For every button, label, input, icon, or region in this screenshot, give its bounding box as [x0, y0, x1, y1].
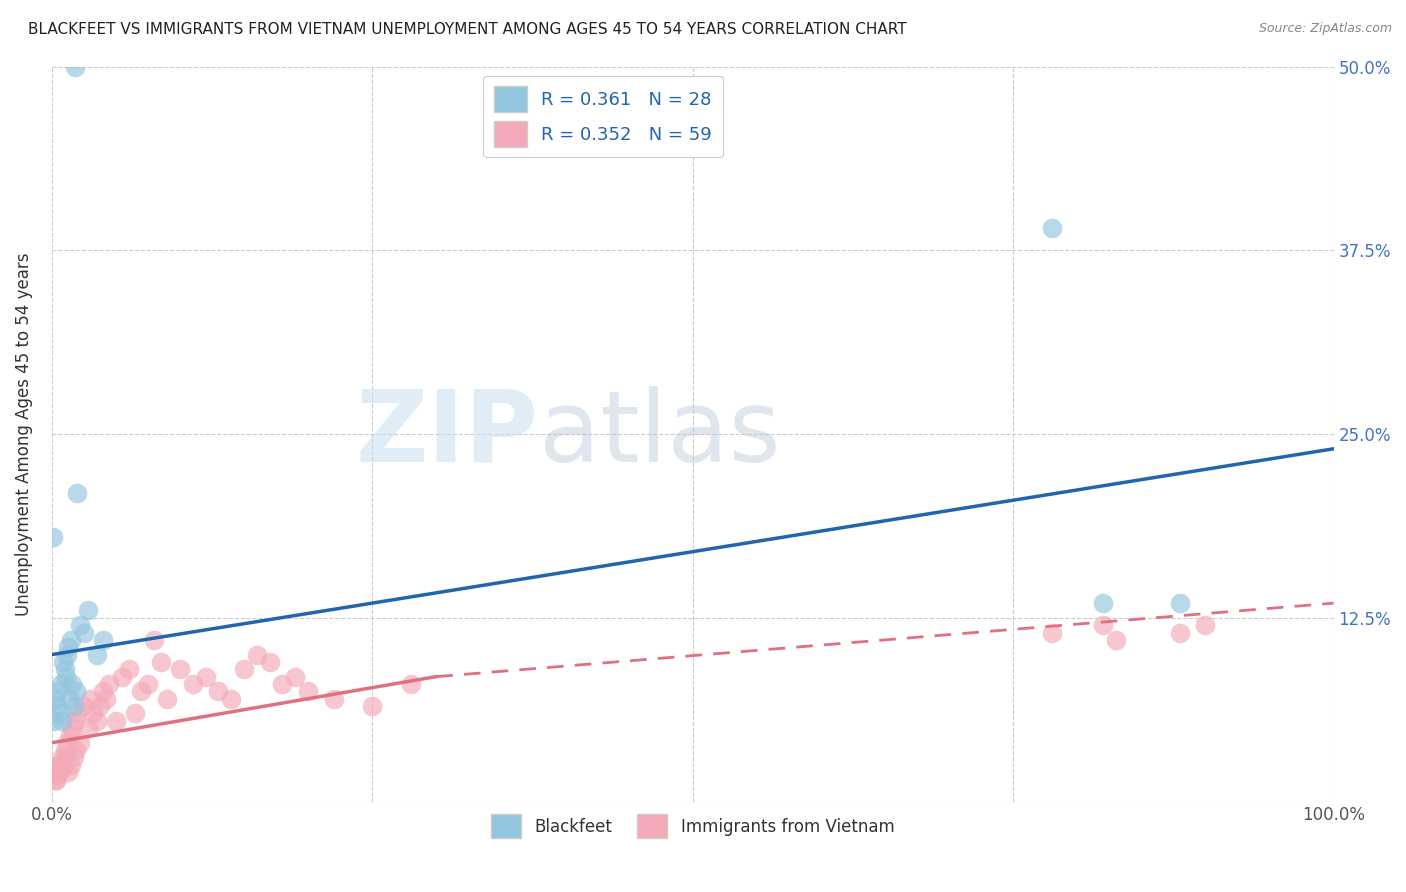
Point — [52, 655, 75, 669]
Point — [66, 486, 89, 500]
Text: Source: ZipAtlas.com: Source: ZipAtlas.com — [1258, 22, 1392, 36]
Point — [73, 699, 96, 714]
Point — [76, 721, 98, 735]
Point — [69, 736, 91, 750]
Point — [58, 640, 80, 655]
Point — [169, 662, 191, 676]
Point — [53, 662, 76, 676]
Point — [62, 750, 84, 764]
Point — [399, 677, 422, 691]
Point — [98, 677, 121, 691]
Point — [59, 632, 82, 647]
Point — [131, 684, 153, 698]
Point — [51, 750, 73, 764]
Point — [45, 691, 67, 706]
Point — [49, 762, 72, 776]
Point — [59, 728, 82, 742]
Point — [55, 670, 77, 684]
Text: BLACKFEET VS IMMIGRANTS FROM VIETNAM UNEMPLOYMENT AMONG AGES 45 TO 54 YEARS CORR: BLACKFEET VS IMMIGRANTS FROM VIETNAM UNE… — [28, 22, 907, 37]
Point — [46, 757, 69, 772]
Point — [66, 706, 89, 721]
Point — [322, 691, 344, 706]
Point — [45, 772, 67, 787]
Point — [86, 714, 108, 728]
Point — [42, 530, 65, 544]
Point — [111, 670, 134, 684]
Point — [82, 706, 104, 721]
Point — [76, 603, 98, 617]
Point — [94, 691, 117, 706]
Point — [246, 648, 269, 662]
Point — [59, 757, 82, 772]
Point — [1091, 596, 1114, 610]
Point — [60, 677, 83, 691]
Text: ZIP: ZIP — [356, 385, 538, 483]
Point — [149, 655, 172, 669]
Point — [124, 706, 146, 721]
Point — [73, 625, 96, 640]
Point — [1104, 632, 1126, 647]
Point — [44, 714, 66, 728]
Point — [63, 714, 86, 728]
Point — [65, 684, 87, 698]
Point — [233, 662, 256, 676]
Point — [45, 768, 67, 782]
Point — [1040, 221, 1063, 235]
Point — [58, 765, 80, 780]
Point — [45, 757, 67, 772]
Point — [60, 721, 83, 735]
Point — [48, 765, 70, 780]
Point — [44, 765, 66, 780]
Point — [143, 632, 166, 647]
Point — [297, 684, 319, 698]
Point — [1194, 618, 1216, 632]
Point — [1168, 596, 1191, 610]
Point — [45, 772, 67, 787]
Point — [181, 677, 204, 691]
Point — [91, 684, 114, 698]
Point — [259, 655, 281, 669]
Point — [1168, 625, 1191, 640]
Point — [63, 60, 86, 74]
Text: atlas: atlas — [538, 385, 780, 483]
Point — [91, 632, 114, 647]
Point — [62, 699, 84, 714]
Point — [1040, 625, 1063, 640]
Point — [1091, 618, 1114, 632]
Point — [56, 736, 79, 750]
Point — [271, 677, 294, 691]
Point — [361, 699, 384, 714]
Point — [194, 670, 217, 684]
Point — [48, 706, 70, 721]
Y-axis label: Unemployment Among Ages 45 to 54 years: Unemployment Among Ages 45 to 54 years — [15, 252, 32, 615]
Point — [104, 714, 127, 728]
Point — [69, 618, 91, 632]
Point — [118, 662, 141, 676]
Point — [53, 743, 76, 757]
Point — [56, 648, 79, 662]
Point — [219, 691, 242, 706]
Point — [86, 648, 108, 662]
Point — [45, 699, 67, 714]
Point — [65, 743, 87, 757]
Point — [207, 684, 229, 698]
Point — [49, 677, 72, 691]
Point — [156, 691, 179, 706]
Point — [52, 757, 75, 772]
Point — [79, 691, 101, 706]
Point — [46, 684, 69, 698]
Legend: Blackfeet, Immigrants from Vietnam: Blackfeet, Immigrants from Vietnam — [484, 808, 901, 845]
Point — [284, 670, 307, 684]
Point — [89, 699, 111, 714]
Point — [51, 714, 73, 728]
Point — [55, 750, 77, 764]
Point — [59, 691, 82, 706]
Point — [136, 677, 159, 691]
